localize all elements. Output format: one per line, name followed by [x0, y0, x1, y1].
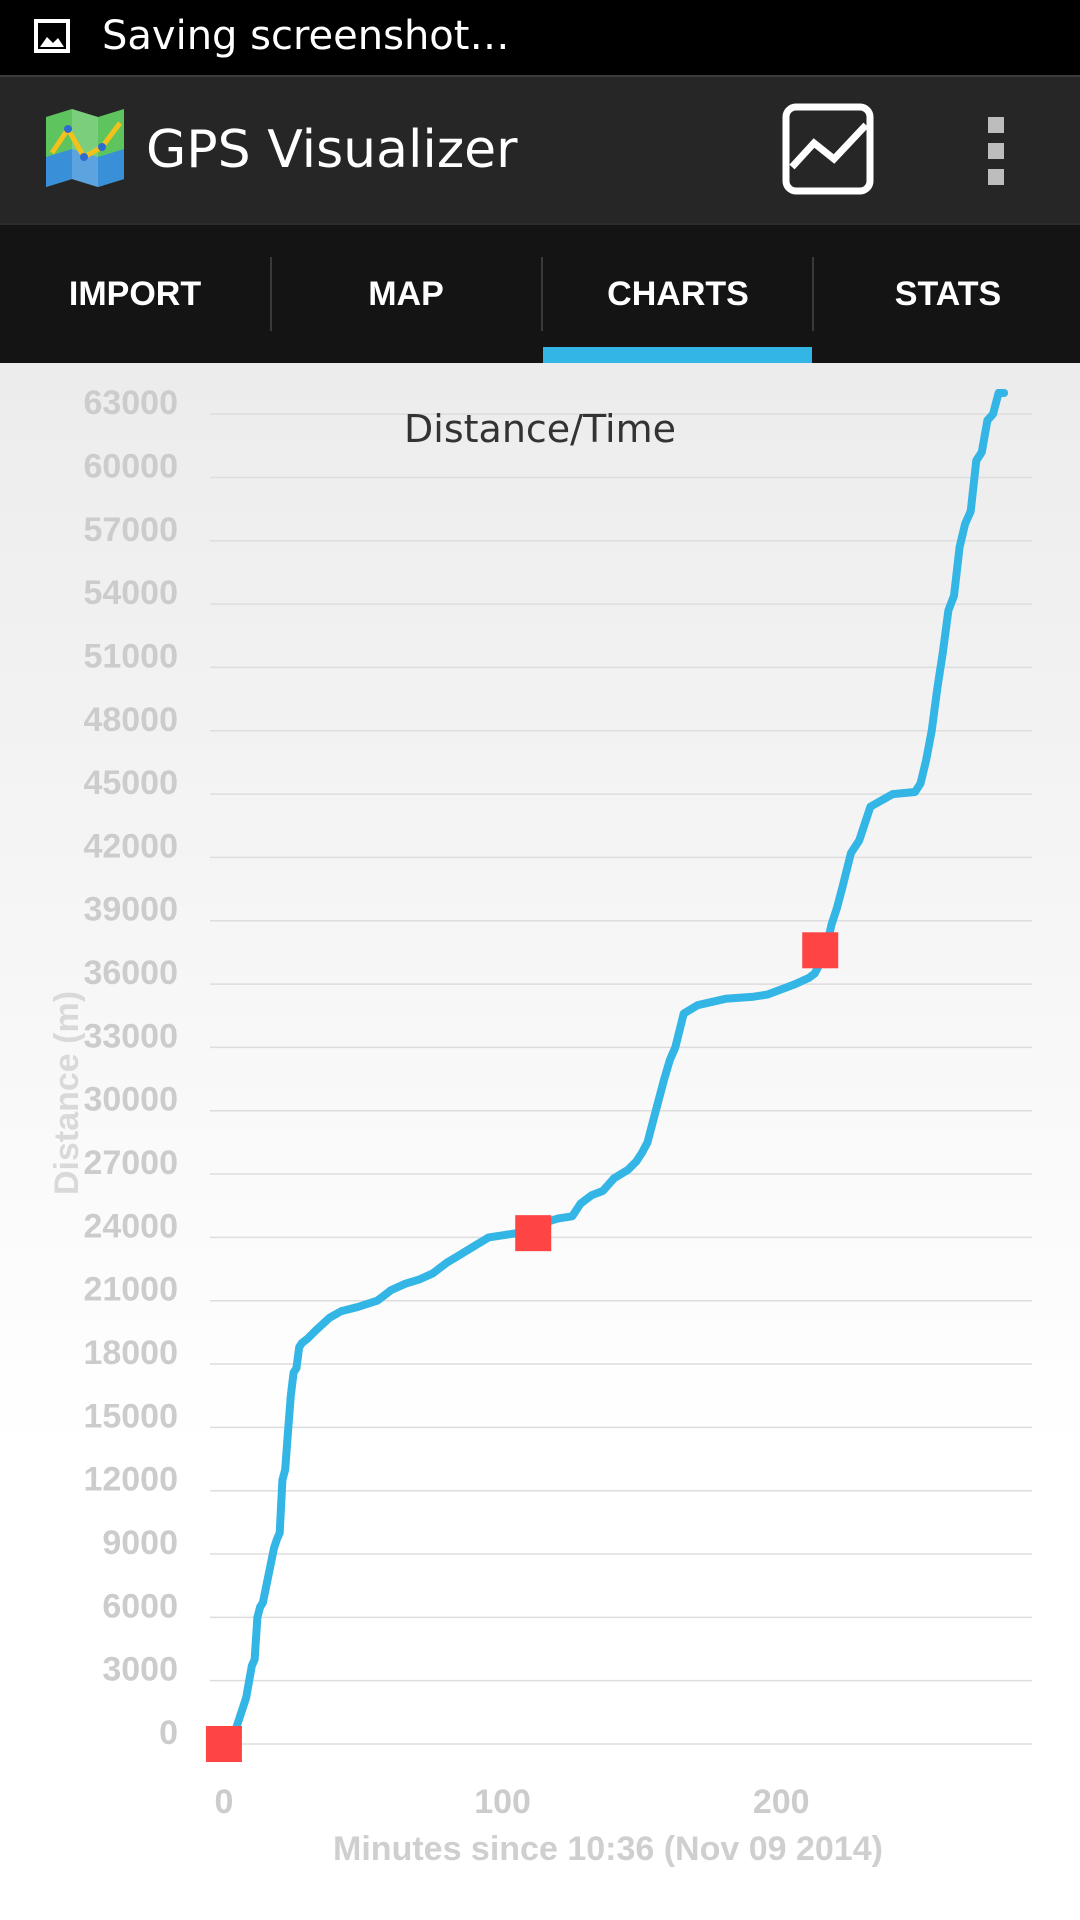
action-bar: GPS Visualizer [0, 75, 1080, 223]
app-logo-icon [46, 109, 124, 187]
x-tick-label: 200 [753, 1783, 810, 1821]
y-tick-label: 57000 [83, 511, 178, 549]
y-tick-label: 42000 [83, 827, 178, 865]
y-tick-label: 27000 [83, 1144, 178, 1182]
tab-map[interactable]: MAP [368, 275, 444, 313]
series-line [219, 389, 1009, 1748]
y-axis-label: Distance (m) [48, 991, 86, 1195]
x-tick-label: 100 [474, 1783, 531, 1821]
y-tick-label: 9000 [102, 1524, 178, 1562]
data-marker[interactable] [802, 932, 839, 969]
y-tick-label: 18000 [83, 1334, 178, 1372]
y-tick-label: 24000 [83, 1207, 178, 1245]
tab-divider [541, 257, 543, 331]
y-tick-label: 30000 [83, 1081, 178, 1119]
status-text: Saving screenshot… [102, 13, 510, 59]
chart-area[interactable]: 0 3000 6000 9000 12000 15000 18000 21000 24000 27… [0, 363, 1080, 1920]
y-tick-label: 21000 [83, 1271, 178, 1309]
y-tick-label: 48000 [83, 701, 178, 739]
tab-divider [270, 257, 272, 331]
y-tick-label: 51000 [83, 637, 178, 675]
tab-divider [812, 257, 814, 331]
y-tick-label: 54000 [83, 574, 178, 612]
y-tick-label: 33000 [83, 1017, 178, 1055]
tab-charts[interactable]: CHARTS [607, 275, 749, 313]
y-tick-label: 45000 [83, 764, 178, 802]
y-tick-label: 3000 [102, 1651, 178, 1689]
tab-bar: IMPORT MAP CHARTS STATS [0, 223, 1080, 363]
y-tick-label: 0 [159, 1714, 178, 1752]
tab-import[interactable]: IMPORT [68, 275, 202, 313]
chart-view-button[interactable] [782, 103, 874, 195]
y-tick-label: 12000 [83, 1461, 178, 1499]
distance-time-chart[interactable]: 0 3000 6000 9000 12000 15000 18000 21000 24000 27… [0, 363, 1080, 1920]
y-tick-label: 36000 [83, 954, 178, 992]
x-axis-label: Minutes since 10:36 (Nov 09 2014) [333, 1830, 883, 1868]
y-tick-label: 60000 [83, 447, 178, 485]
y-tick-label: 63000 [83, 384, 178, 422]
app-title: GPS Visualizer [146, 120, 518, 180]
y-tick-label: 39000 [83, 891, 178, 929]
status-bar: Saving screenshot… [0, 0, 1080, 75]
y-tick-label: 15000 [83, 1397, 178, 1435]
data-marker[interactable] [515, 1215, 552, 1252]
chart-title: Distance/Time [404, 407, 676, 451]
overflow-menu-button[interactable] [978, 117, 1014, 185]
x-tick-label: 0 [214, 1783, 233, 1821]
tab-stats[interactable]: STATS [894, 275, 1002, 313]
screenshot-notification-icon [34, 19, 70, 53]
y-tick-label: 6000 [102, 1587, 178, 1625]
data-marker[interactable] [205, 1726, 242, 1762]
tab-selected-indicator [543, 347, 812, 363]
